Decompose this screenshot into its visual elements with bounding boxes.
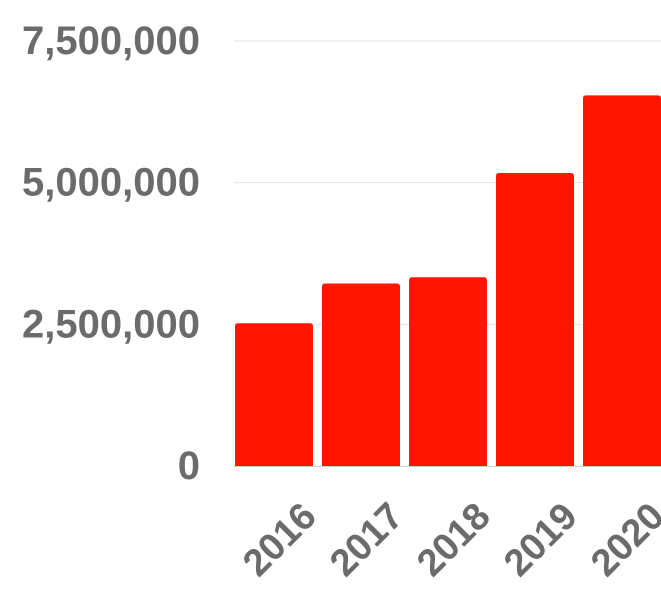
- bar-2020: [583, 95, 661, 467]
- bar-2018: [409, 277, 487, 466]
- x-tick-label: 2020: [583, 495, 661, 584]
- x-tick-label: 2019: [496, 495, 585, 584]
- y-axis-tick-labels: 0 2,500,000 5,000,000 7,500,000: [22, 19, 200, 488]
- y-tick-label: 7,500,000: [22, 19, 200, 63]
- bar-2019: [496, 173, 574, 467]
- x-tick-label: 2017: [322, 495, 411, 584]
- y-tick-label: 5,000,000: [22, 161, 200, 205]
- x-tick-label: 2016: [235, 495, 324, 584]
- x-tick-label: 2018: [409, 495, 498, 584]
- y-tick-label: 0: [178, 444, 200, 488]
- y-tick-label: 2,500,000: [22, 302, 200, 346]
- bars: [235, 95, 661, 467]
- bar-2017: [322, 283, 400, 466]
- bar-2016: [235, 323, 313, 466]
